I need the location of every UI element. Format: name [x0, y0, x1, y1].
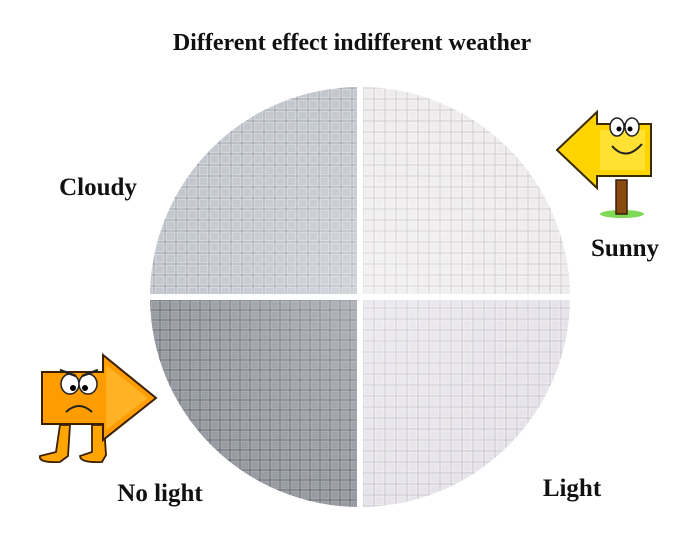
no-light-label: No light — [117, 480, 203, 507]
eye — [78, 373, 98, 395]
frown — [65, 405, 93, 413]
post — [615, 179, 628, 215]
eye — [624, 117, 640, 137]
highlight — [106, 365, 148, 430]
title: Different effect indifferent weather — [173, 30, 532, 56]
brows — [59, 368, 99, 378]
smile — [611, 143, 643, 155]
leg — [79, 424, 107, 464]
eye — [609, 117, 625, 137]
glass-disc — [150, 87, 570, 507]
cloudy-label: Cloudy — [59, 174, 137, 201]
eye — [60, 373, 80, 395]
pupil — [82, 385, 88, 391]
no-light-mascot — [38, 352, 158, 464]
sunny-mascot — [555, 109, 652, 218]
leg — [38, 424, 71, 464]
sunny-label: Sunny — [591, 235, 660, 262]
pupil — [616, 126, 622, 132]
shine — [150, 87, 570, 507]
pupil — [627, 126, 633, 132]
pupil — [70, 385, 76, 391]
light-label: Light — [543, 475, 602, 502]
highlight — [600, 130, 645, 170]
